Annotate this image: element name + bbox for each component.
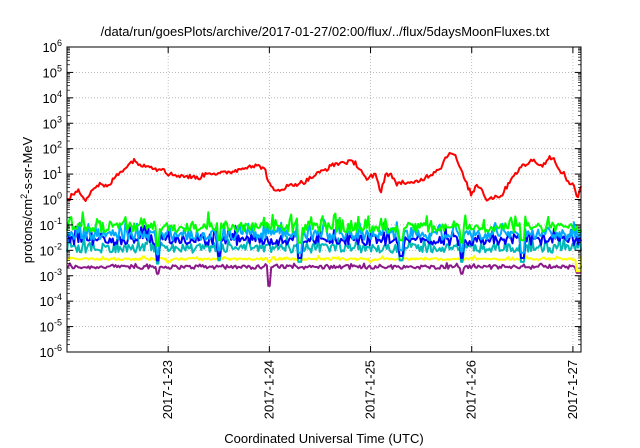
x-tick-label: 2017-1-26 xyxy=(464,360,479,419)
y-axis-label: protons/cm2-s-sr-MeV xyxy=(19,136,35,263)
y-tick-label: 105 xyxy=(43,63,62,80)
y-tick-label: 10-4 xyxy=(40,292,62,309)
x-tick-label: 2017-1-23 xyxy=(160,360,175,419)
y-tick-label: 10-1 xyxy=(40,216,62,233)
y-tick-label: 100 xyxy=(43,191,62,208)
x-axis-label: Coordinated Universal Time (UTC) xyxy=(224,431,423,446)
series-layer xyxy=(66,151,582,287)
flux-series-line xyxy=(66,262,582,287)
x-tick-label: 2017-1-27 xyxy=(565,360,580,419)
plot-frame xyxy=(66,46,582,353)
y-tick-label: 106 xyxy=(43,38,62,55)
flux-series-line xyxy=(66,151,582,202)
y-tick-label: 10-6 xyxy=(40,343,62,360)
grid xyxy=(67,47,581,352)
y-tick-label: 101 xyxy=(43,165,62,182)
y-tick-label: 104 xyxy=(43,89,62,106)
flux-series-line xyxy=(66,233,582,265)
y-tick-label: 10-5 xyxy=(40,318,62,335)
x-axis: 2017-1-23 2017-1-24 2017-1-25 2017-1-26 2017… xyxy=(160,47,580,419)
flux-series-line xyxy=(66,254,582,273)
y-axis: 10-6 10-5 10-4 10-3 10-2 10-1 100 101 102 103 104 1… xyxy=(40,38,581,360)
flux-series-line xyxy=(66,224,582,262)
y-tick-label: 103 xyxy=(43,114,62,131)
chart-title: /data/run/goesPlots/archive/2017-01-27/0… xyxy=(101,24,550,39)
y-tick-label: 10-2 xyxy=(40,241,62,258)
x-tick-label: 2017-1-24 xyxy=(261,360,276,419)
flux-series-line xyxy=(66,211,582,247)
x-tick-label: 2017-1-25 xyxy=(363,360,378,419)
y-tick-label: 10-3 xyxy=(40,267,62,284)
y-tick-label: 102 xyxy=(43,140,62,157)
